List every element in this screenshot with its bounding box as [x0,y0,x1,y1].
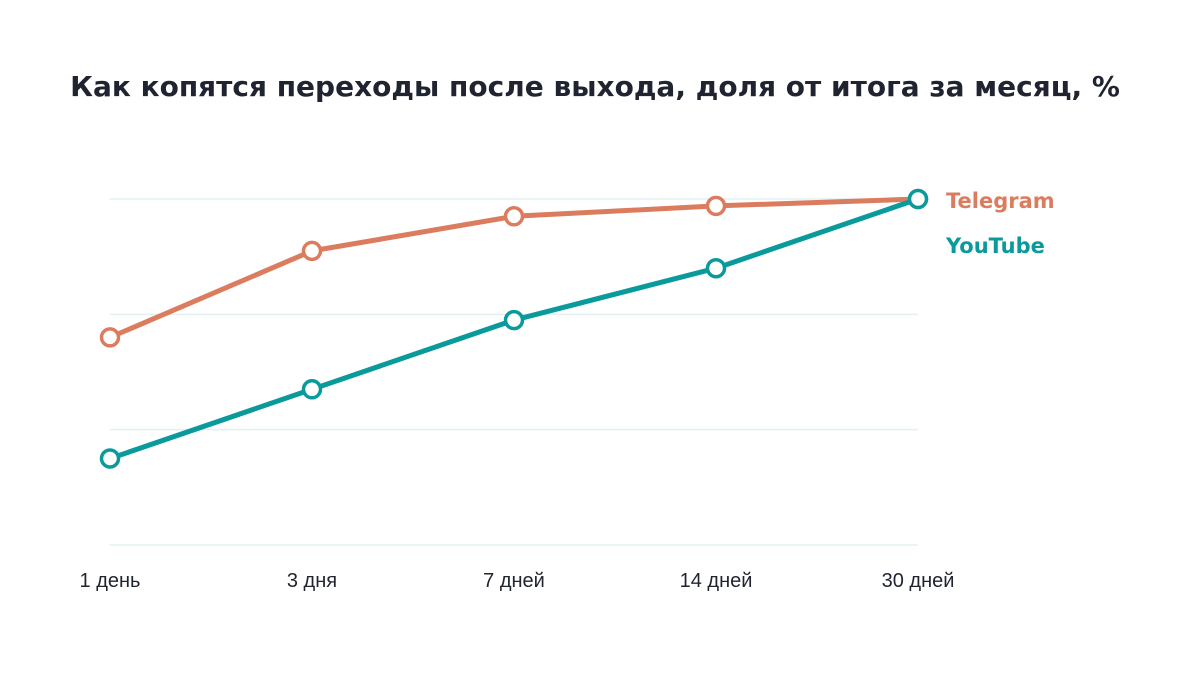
series-points [99,188,929,469]
legend-item-youtube: YouTube [945,234,1045,258]
data-point-youtube [301,379,323,400]
data-point-youtube [907,188,929,210]
data-point-youtube [99,448,121,469]
gridlines [110,198,918,546]
data-point-telegram [301,240,323,262]
x-tick-label: 14 дней [680,570,753,592]
data-point-telegram [99,327,121,348]
x-tick-label: 1 день [80,570,141,592]
legend-item-telegram: Telegram [946,189,1055,213]
data-point-telegram [503,206,525,227]
data-point-youtube [705,257,727,279]
legend: Telegram YouTube [945,189,1055,258]
x-tick-label: 7 дней [483,570,545,592]
chart-title: Как копятся переходы после выхода, доля … [70,70,1120,103]
x-tick-label: 3 дня [287,570,337,592]
x-axis-tick-labels: 1 день 3 дня 7 дней 14 дней 30 дней [80,570,955,592]
x-tick-label: 30 дней [882,570,955,592]
data-point-telegram [705,195,727,217]
data-point-youtube [503,309,525,331]
